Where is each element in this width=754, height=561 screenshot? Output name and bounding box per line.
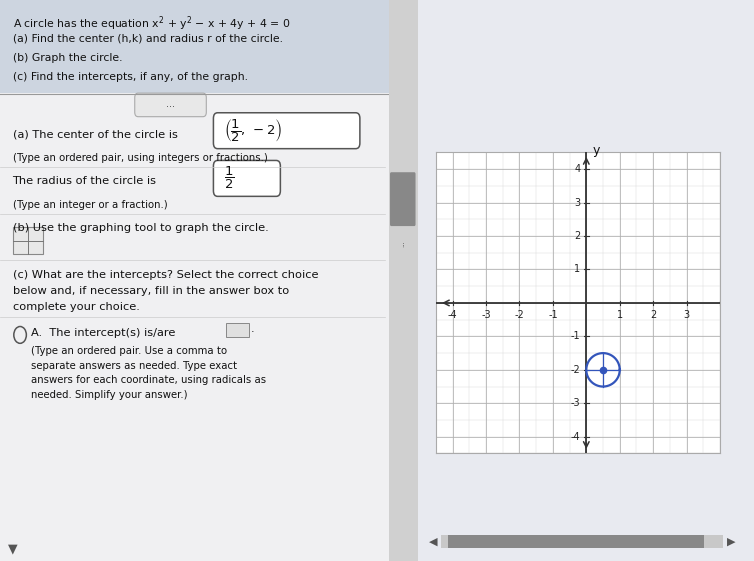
Text: -4: -4 — [448, 310, 458, 320]
Text: (c) Find the intercepts, if any, of the graph.: (c) Find the intercepts, if any, of the … — [13, 72, 247, 82]
Text: (a) Find the center (h,k) and radius r of the circle.: (a) Find the center (h,k) and radius r o… — [13, 34, 283, 44]
Text: ...: ... — [166, 99, 175, 109]
Text: (c) What are the intercepts? Select the correct choice: (c) What are the intercepts? Select the … — [13, 270, 318, 280]
Text: answers for each coordinate, using radicals as: answers for each coordinate, using radic… — [32, 375, 266, 385]
Bar — [389, 0, 418, 561]
Text: (a) The center of the circle is: (a) The center of the circle is — [13, 129, 177, 139]
Text: A circle has the equation x$^2$ + y$^2$ $-$ x + 4y + 4 = 0: A circle has the equation x$^2$ + y$^2$ … — [13, 14, 290, 33]
FancyBboxPatch shape — [390, 172, 415, 226]
Text: $\dfrac{1}{2}$: $\dfrac{1}{2}$ — [224, 165, 234, 191]
Text: (Type an integer or a fraction.): (Type an integer or a fraction.) — [13, 200, 167, 210]
Text: ◀: ◀ — [428, 536, 437, 546]
Text: 2: 2 — [650, 310, 656, 320]
Text: -1: -1 — [548, 310, 558, 320]
Text: -3: -3 — [571, 398, 581, 408]
FancyBboxPatch shape — [213, 113, 360, 149]
Text: -1: -1 — [571, 332, 581, 342]
Text: .: . — [251, 324, 255, 334]
Text: A.  The intercept(s) is/are: A. The intercept(s) is/are — [32, 328, 176, 338]
Text: y: y — [593, 145, 599, 158]
Text: 3: 3 — [574, 197, 581, 208]
Text: 4: 4 — [574, 164, 581, 174]
Text: ▶: ▶ — [727, 536, 736, 546]
Bar — [226, 323, 249, 337]
Text: 2: 2 — [574, 231, 581, 241]
Text: 1: 1 — [574, 264, 581, 274]
Text: (Type an ordered pair. Use a comma to: (Type an ordered pair. Use a comma to — [32, 346, 228, 356]
Text: below and, if necessary, fill in the answer box to: below and, if necessary, fill in the ans… — [13, 286, 289, 296]
Bar — [448, 535, 703, 548]
FancyBboxPatch shape — [135, 93, 207, 117]
Text: $\left(\dfrac{1}{2},\,-2\right)$: $\left(\dfrac{1}{2},\,-2\right)$ — [224, 117, 282, 144]
Text: needed. Simplify your answer.): needed. Simplify your answer.) — [32, 390, 188, 400]
Text: separate answers as needed. Type exact: separate answers as needed. Type exact — [32, 361, 238, 371]
Bar — [13, 227, 43, 254]
Bar — [441, 535, 723, 548]
Text: -2: -2 — [514, 310, 524, 320]
Text: The radius of the circle is: The radius of the circle is — [13, 176, 157, 186]
Text: -2: -2 — [571, 365, 581, 375]
Text: 1: 1 — [617, 310, 623, 320]
FancyBboxPatch shape — [213, 160, 280, 196]
Bar — [0, 0, 418, 93]
Text: -4: -4 — [571, 432, 581, 442]
Text: ▼: ▼ — [8, 542, 18, 555]
Text: 3: 3 — [684, 310, 690, 320]
Text: -3: -3 — [481, 310, 491, 320]
Text: (b) Use the graphing tool to graph the circle.: (b) Use the graphing tool to graph the c… — [13, 223, 268, 233]
Text: (b) Graph the circle.: (b) Graph the circle. — [13, 53, 122, 63]
Text: complete your choice.: complete your choice. — [13, 302, 139, 312]
Text: ...: ... — [400, 241, 406, 247]
Text: (Type an ordered pair, using integers or fractions.): (Type an ordered pair, using integers or… — [13, 153, 268, 163]
